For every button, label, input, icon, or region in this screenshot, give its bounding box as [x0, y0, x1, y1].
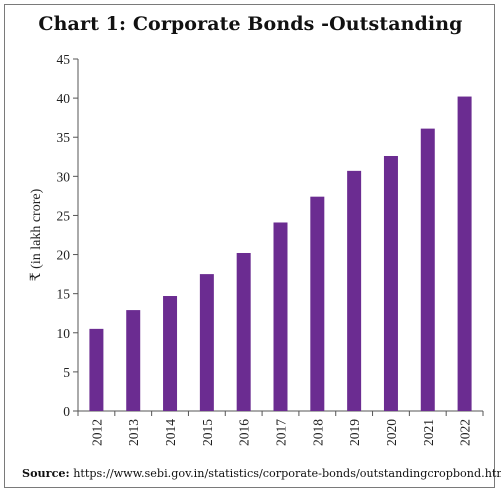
bar-2016 — [236, 252, 251, 411]
x-tick-label: 2019 — [347, 419, 362, 446]
x-tick-label: 2012 — [89, 419, 104, 446]
y-tick-label: 15 — [57, 287, 71, 302]
y-tick-label: 30 — [57, 169, 71, 184]
y-tick-label: 10 — [57, 326, 71, 341]
y-tick-label: 25 — [57, 208, 71, 223]
x-tick-label: 2017 — [274, 419, 289, 446]
bar-2013 — [126, 310, 141, 411]
bar-2022 — [457, 96, 472, 412]
bar-2019 — [347, 170, 362, 411]
y-axis-label: ₹ (in lakh crore) — [29, 188, 44, 281]
source-url: https://www.sebi.gov.in/statistics/corpo… — [69, 467, 501, 480]
x-tick-label: 2016 — [237, 419, 252, 446]
y-tick-label: 35 — [57, 130, 71, 145]
x-tick-label: 2015 — [200, 419, 215, 446]
bars — [89, 96, 472, 412]
y-tick-label: 0 — [63, 404, 70, 419]
bar-2014 — [163, 296, 178, 411]
x-tick-label: 2022 — [458, 419, 473, 446]
source-note: Source: https://www.sebi.gov.in/statisti… — [22, 466, 501, 480]
y-tick-label: 40 — [57, 91, 71, 106]
chart-title: Chart 1: Corporate Bonds -Outstanding — [38, 13, 463, 35]
x-tick-label: 2018 — [310, 419, 325, 446]
source-label: Source: — [22, 466, 70, 480]
x-tick-label: 2013 — [126, 419, 141, 446]
x-tick-label: 2020 — [384, 419, 399, 446]
bar-2017 — [273, 222, 288, 411]
y-tick-label: 20 — [57, 248, 71, 263]
bar-2012 — [89, 328, 104, 411]
bar-2020 — [383, 155, 398, 411]
y-tick-label: 5 — [63, 365, 70, 380]
bar-2018 — [310, 196, 325, 411]
bar-2015 — [199, 274, 214, 411]
y-axis: 0 5 10 15 20 25 30 35 40 45 — [57, 52, 79, 419]
x-tick-label: 2014 — [163, 419, 178, 446]
x-axis: 2012 2013 2014 2015 2016 2017 2018 2019 2020 2021… — [77, 410, 484, 446]
bar-2021 — [420, 128, 435, 411]
y-tick-label: 45 — [57, 52, 71, 67]
x-tick-label: 2021 — [421, 419, 436, 446]
